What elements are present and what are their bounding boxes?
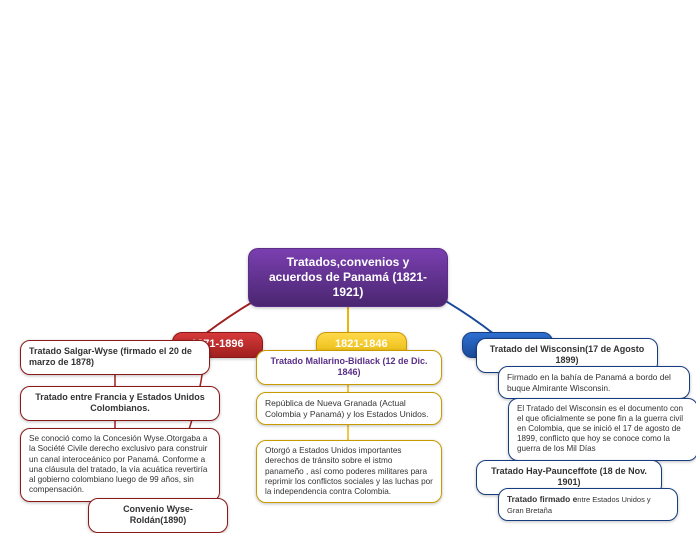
center-n1[interactable]: Tratado Mallarino-Bidlack (12 de Dic. 18…	[256, 350, 442, 385]
right-n2[interactable]: Firmado en la bahía de Panamá a bordo de…	[498, 366, 690, 399]
center-n3[interactable]: Otorgó a Estados Unidos importantes dere…	[256, 440, 442, 503]
center-n2[interactable]: República de Nueva Granada (Actual Colom…	[256, 392, 442, 425]
right-n5[interactable]: Tratado firmado entre Estados Unidos y G…	[498, 488, 678, 521]
right-n5-bold: Tratado firmado e	[507, 494, 577, 504]
root-node[interactable]: Tratados,convenios y acuerdos de Panamá …	[248, 248, 448, 307]
left-n4[interactable]: Convenio Wyse- Roldán(1890)	[88, 498, 228, 533]
left-n2[interactable]: Tratado entre Francia y Estados Unidos C…	[20, 386, 220, 421]
left-n1[interactable]: Tratado Salgar-Wyse (firmado el 20 de ma…	[20, 340, 210, 375]
left-n3[interactable]: Se conoció como la Concesión Wyse.Otorga…	[20, 428, 220, 502]
right-n3[interactable]: El Tratado del Wisconsin es el documento…	[508, 398, 696, 461]
